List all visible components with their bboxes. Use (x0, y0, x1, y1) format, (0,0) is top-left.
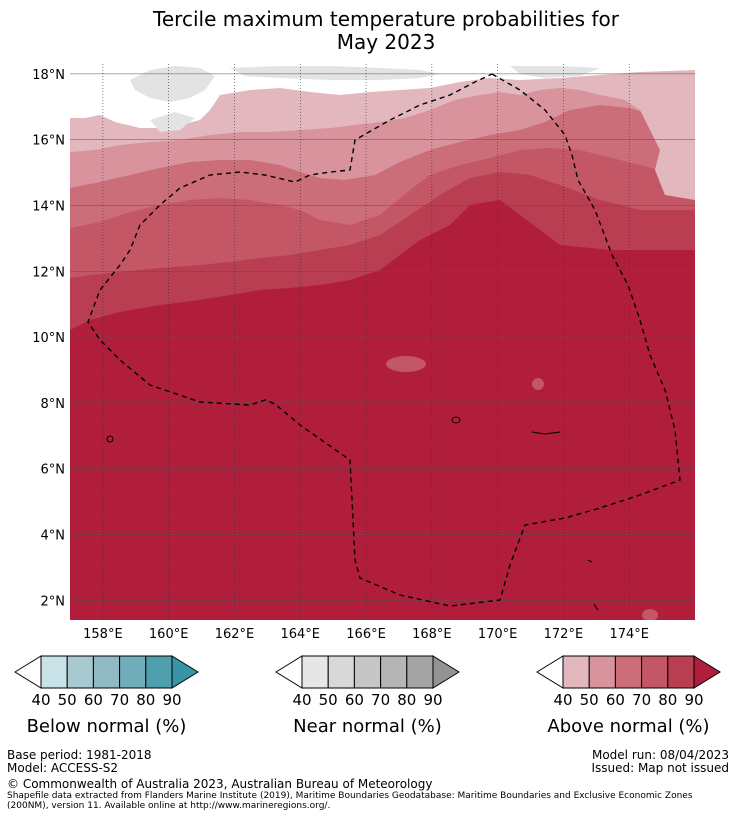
issued-status: Issued: Map not issued (591, 761, 729, 775)
colorbar-near-segment (353, 655, 382, 689)
colorbar-above-tick: 40 (553, 691, 573, 709)
colorbar-near-tick: 70 (371, 691, 391, 709)
lat-tick-label: 16°N (32, 134, 65, 149)
colorbar-near-max-triangle (432, 655, 460, 689)
island-outline-2 (451, 416, 461, 424)
copyright: © Commonwealth of Australia 2023, Austra… (7, 777, 433, 791)
lat-tick-label: 14°N (32, 199, 65, 214)
island-patch (386, 356, 426, 372)
colorbar-near-tick: 40 (292, 691, 312, 709)
colorbar-near-tick: 50 (318, 691, 338, 709)
title-line-2: May 2023 (336, 30, 436, 54)
colorbar-above-label: Above normal (%) (547, 716, 710, 737)
colorbar-above-segment (588, 655, 616, 689)
prob-near-normal-grey (130, 66, 215, 102)
lat-tick-label: 6°N (41, 463, 66, 478)
colorbar-above (536, 655, 721, 689)
colorbar-above-min-triangle (536, 655, 564, 689)
island-patch-2 (532, 378, 544, 390)
model-name: Model: ACCESS-S2 (7, 761, 119, 775)
colorbar-near-segment (301, 655, 329, 689)
colorbar-near-segment (327, 655, 355, 689)
map-gridlines (70, 64, 695, 620)
colorbar-below-tick: 60 (83, 691, 103, 709)
colorbar-below-segment (40, 655, 68, 689)
colorbar-below-tick: 90 (162, 691, 182, 709)
lat-tick-label: 8°N (41, 397, 66, 412)
colorbar-above-segment (614, 655, 643, 689)
chart-title: Tercile maximum temperature probabilitie… (0, 8, 736, 54)
colorbar-below-min-triangle (14, 655, 42, 689)
lat-tick-label: 4°N (41, 528, 66, 543)
lon-tick-label: 160°E (149, 627, 189, 642)
colorbar-below-tick: 40 (31, 691, 51, 709)
lon-tick-label: 166°E (346, 627, 386, 642)
colorbar-near (275, 655, 460, 689)
colorbar-above-tick: 60 (605, 691, 625, 709)
colorbar-above-tick: 50 (579, 691, 599, 709)
lon-tick-label: 172°E (544, 627, 584, 642)
colorbar-below-segment (66, 655, 94, 689)
atoll-outline-2 (587, 559, 593, 563)
lon-tick-label: 158°E (83, 627, 123, 642)
lat-axis: 18°N 16°N 14°N 12°N 10°N 8°N 6°N 4°N 2°N (32, 68, 65, 609)
colorbar-near-tick: 80 (397, 691, 417, 709)
lat-tick-label: 2°N (41, 594, 66, 609)
prob-near-normal-area (70, 64, 695, 128)
island-outline (106, 435, 114, 443)
atoll-outline-3 (593, 603, 599, 611)
colorbar-above-segment (562, 655, 590, 689)
colorbar-below-tick: 80 (136, 691, 156, 709)
base-period: Base period: 1981-2018 (7, 748, 152, 762)
prob-near-normal-grey-4 (150, 112, 195, 132)
model-run: Model run: 08/04/2023 (591, 748, 729, 762)
colorbar-above-tick: 80 (658, 691, 678, 709)
colorbar-above-tick: 70 (632, 691, 652, 709)
colorbar-below-tick: 50 (57, 691, 77, 709)
lon-tick-label: 164°E (280, 627, 320, 642)
map-plot-area (70, 64, 695, 620)
eez-boundary (87, 73, 681, 607)
colorbar-above-segment (641, 655, 669, 689)
lat-tick-label: 18°N (32, 68, 65, 83)
lon-tick-label: 168°E (412, 627, 452, 642)
colorbar-below-tick: 70 (110, 691, 130, 709)
colorbar-near-min-triangle (275, 655, 303, 689)
prob-band-above-40 (70, 64, 695, 200)
colorbar-below-segment (145, 655, 173, 689)
colorbar-below-max-triangle (171, 655, 199, 689)
lon-tick-label: 170°E (478, 627, 518, 642)
colorbar-near-label: Near normal (%) (293, 716, 442, 737)
prob-near-normal-grey-3 (510, 66, 600, 78)
colorbar-above-segment (667, 655, 695, 689)
lat-tick-label: 12°N (32, 265, 65, 280)
prob-near-normal-grey-2 (230, 66, 440, 80)
island-patch-3 (642, 609, 658, 620)
shapefile-credit-1: Shapefile data extracted from Flanders M… (7, 791, 693, 801)
shapefile-credit-2: (200NM), version 11. Available online at… (7, 801, 331, 811)
colorbar-near-tick: 90 (423, 691, 443, 709)
colorbar-near-segment (406, 655, 434, 689)
colorbar-below-label: Below normal (%) (26, 716, 187, 737)
lon-tick-label: 162°E (215, 627, 255, 642)
colorbar-below-segment (119, 655, 147, 689)
colorbar-near-segment (380, 655, 408, 689)
lon-tick-label: 174°E (609, 627, 649, 642)
lat-tick-label: 10°N (32, 331, 65, 346)
colorbar-below-segment (92, 655, 121, 689)
colorbar-above-tick: 90 (684, 691, 704, 709)
lon-axis: 158°E 160°E 162°E 164°E 166°E 168°E 170°E 172°E… (83, 627, 649, 642)
atoll-outline (531, 431, 561, 435)
colorbar-near-tick: 60 (344, 691, 364, 709)
colorbar-above-max-triangle (693, 655, 721, 689)
colorbar-below (14, 655, 199, 689)
title-line-1: Tercile maximum temperature probabilitie… (153, 7, 619, 31)
